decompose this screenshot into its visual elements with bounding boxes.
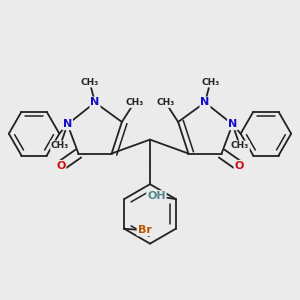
Text: CH₃: CH₃: [231, 141, 249, 150]
Text: O: O: [234, 161, 244, 171]
Text: N: N: [200, 98, 210, 107]
Text: CH₃: CH₃: [80, 78, 99, 87]
Text: CH₃: CH₃: [125, 98, 143, 107]
Text: CH₃: CH₃: [201, 78, 220, 87]
Text: Br: Br: [137, 225, 152, 235]
Text: OH: OH: [147, 191, 166, 201]
Text: CH₃: CH₃: [157, 98, 175, 107]
Text: N: N: [63, 119, 72, 129]
Text: N: N: [228, 119, 237, 129]
Text: N: N: [90, 98, 100, 107]
Text: O: O: [56, 161, 66, 171]
Text: CH₃: CH₃: [51, 141, 69, 150]
